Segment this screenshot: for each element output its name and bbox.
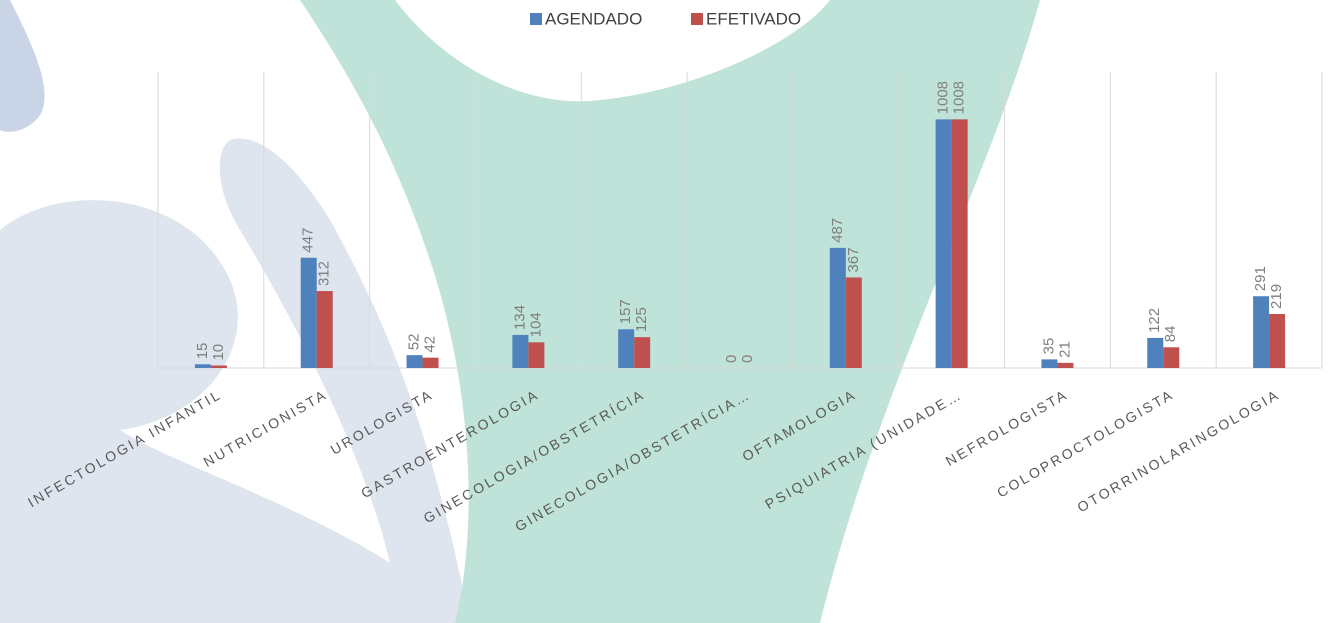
bar xyxy=(951,119,968,368)
value-label: 291 xyxy=(1252,266,1269,291)
bar xyxy=(1041,359,1058,368)
value-label: 104 xyxy=(527,312,544,337)
bar xyxy=(406,355,423,368)
x-tick-label: OTORRINOLARINGOLOGIA xyxy=(1074,386,1282,515)
decor-shape xyxy=(219,138,470,623)
bar xyxy=(618,329,635,368)
bar xyxy=(210,365,227,368)
background-decor xyxy=(0,0,1040,623)
bar xyxy=(634,337,651,368)
legend-swatch xyxy=(691,13,703,25)
value-label: 1008 xyxy=(951,81,968,114)
decor-shape xyxy=(300,0,1040,623)
bar xyxy=(1163,347,1180,368)
value-label: 487 xyxy=(829,218,846,243)
x-tick-label: COLOPROCTOLOGISTA xyxy=(994,386,1176,501)
bar xyxy=(300,257,317,368)
value-label: 10 xyxy=(210,344,227,361)
decor-shape xyxy=(0,0,45,132)
bar xyxy=(528,342,545,368)
value-label: 447 xyxy=(300,228,317,253)
bar xyxy=(1269,313,1286,368)
bar xyxy=(1147,337,1164,368)
value-label: 0 xyxy=(739,355,756,363)
value-label: 84 xyxy=(1162,326,1179,343)
bar xyxy=(422,357,439,368)
value-label: 21 xyxy=(1056,341,1073,358)
value-label: 367 xyxy=(845,247,862,272)
legend-label: AGENDADO xyxy=(545,9,642,28)
bar xyxy=(1253,296,1270,368)
bar xyxy=(1057,362,1074,368)
decor-shape xyxy=(0,200,470,623)
value-label: 1008 xyxy=(935,81,952,114)
bar xyxy=(316,291,333,368)
bar xyxy=(845,277,862,368)
bar xyxy=(935,119,952,368)
value-label: 42 xyxy=(422,336,439,353)
legend-label: EFETIVADO xyxy=(706,9,801,28)
value-label: 52 xyxy=(406,333,423,350)
value-label: 157 xyxy=(617,299,634,324)
value-label: 35 xyxy=(1040,338,1057,355)
value-label: 125 xyxy=(633,307,650,332)
value-label: 0 xyxy=(723,355,740,363)
value-label: 134 xyxy=(511,305,528,330)
bar xyxy=(829,247,846,368)
value-label: 15 xyxy=(194,343,211,360)
legend-swatch xyxy=(530,13,542,25)
value-label: 312 xyxy=(316,261,333,286)
value-label: 122 xyxy=(1146,308,1163,333)
value-label: 219 xyxy=(1268,284,1285,309)
bar xyxy=(194,364,211,368)
bar xyxy=(512,334,529,368)
